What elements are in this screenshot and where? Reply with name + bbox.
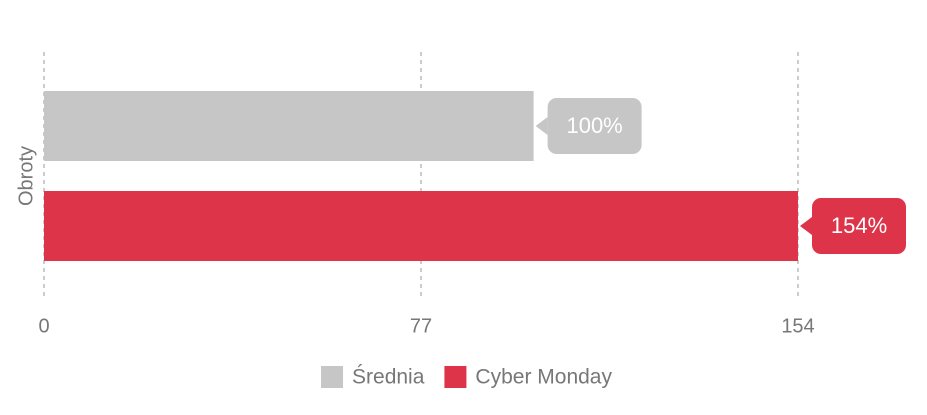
x-tick-label: 0 xyxy=(38,315,49,337)
legend-swatch xyxy=(321,366,344,388)
x-tick-label: 154 xyxy=(781,315,814,337)
legend-label: Cyber Monday xyxy=(475,366,612,389)
value-label: 100% xyxy=(566,113,622,138)
value-callout xyxy=(812,198,906,254)
x-tick-label: 77 xyxy=(410,315,432,337)
value-callout xyxy=(547,98,642,154)
value-callout xyxy=(535,117,548,135)
value-callout xyxy=(800,217,812,235)
category-label: Obroty xyxy=(15,146,37,206)
legend-label: Średnia xyxy=(352,365,425,389)
bar xyxy=(44,191,798,261)
value-label: 154% xyxy=(831,213,887,238)
legend-swatch xyxy=(444,366,467,388)
legend: Średnia Cyber Monday xyxy=(321,365,612,389)
bar xyxy=(44,91,534,161)
